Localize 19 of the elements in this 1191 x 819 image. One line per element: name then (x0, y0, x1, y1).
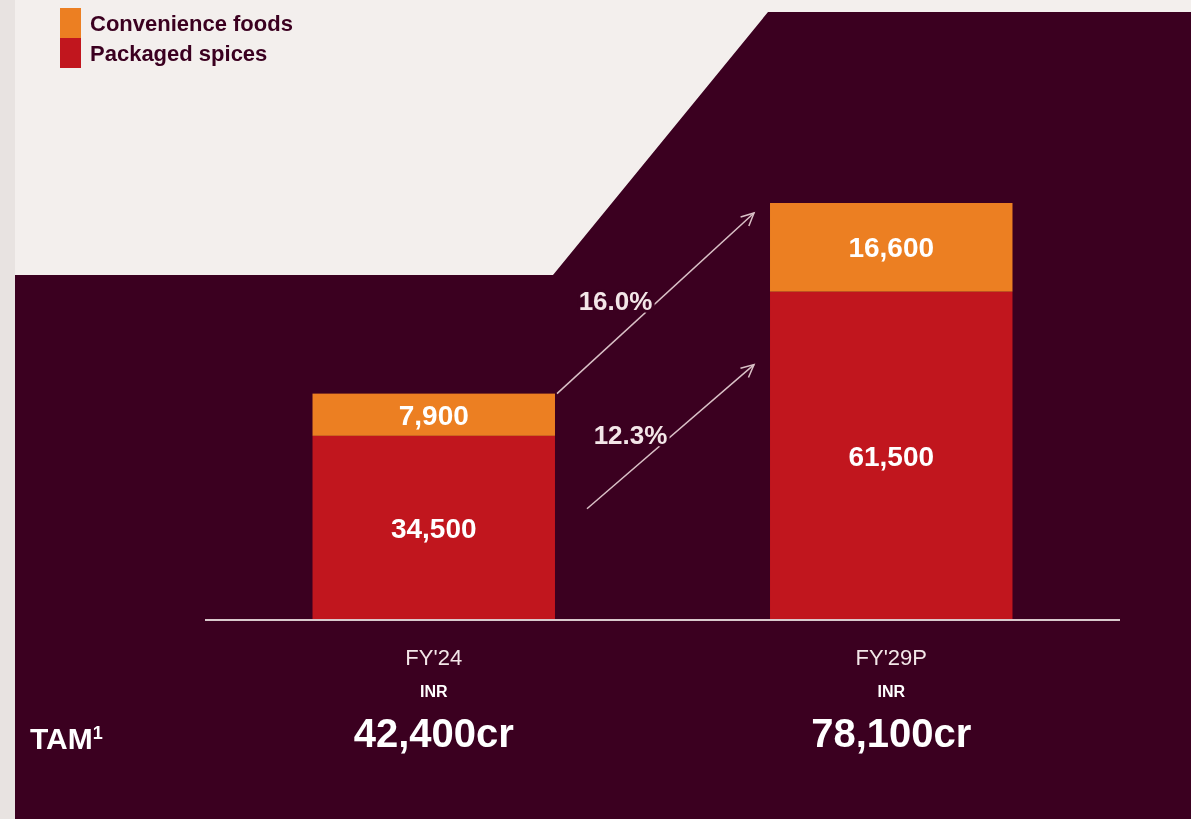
data-label: 7,900 (398, 399, 469, 431)
data-label: 34,500 (390, 512, 477, 544)
x-tick-label: FY'29P (855, 644, 927, 670)
total-label: 42,400cr (353, 711, 514, 755)
bar (770, 203, 1013, 292)
bar (312, 435, 555, 620)
total-label: 78,100cr (811, 711, 972, 755)
legend-label: Convenience foods (90, 10, 293, 36)
data-label: 61,500 (848, 440, 935, 472)
text: INR (419, 682, 448, 700)
bar (312, 393, 555, 436)
x-tick-label: FY'24 (405, 644, 463, 670)
annotation: 12.3% (593, 419, 668, 450)
text: TAM$^{1}$ (30, 721, 103, 755)
annotation: 16.0% (578, 286, 653, 317)
bar (770, 291, 1013, 620)
legend-label: Packaged spices (90, 40, 268, 66)
data-label: 16,600 (848, 232, 935, 264)
text: INR (877, 682, 906, 700)
